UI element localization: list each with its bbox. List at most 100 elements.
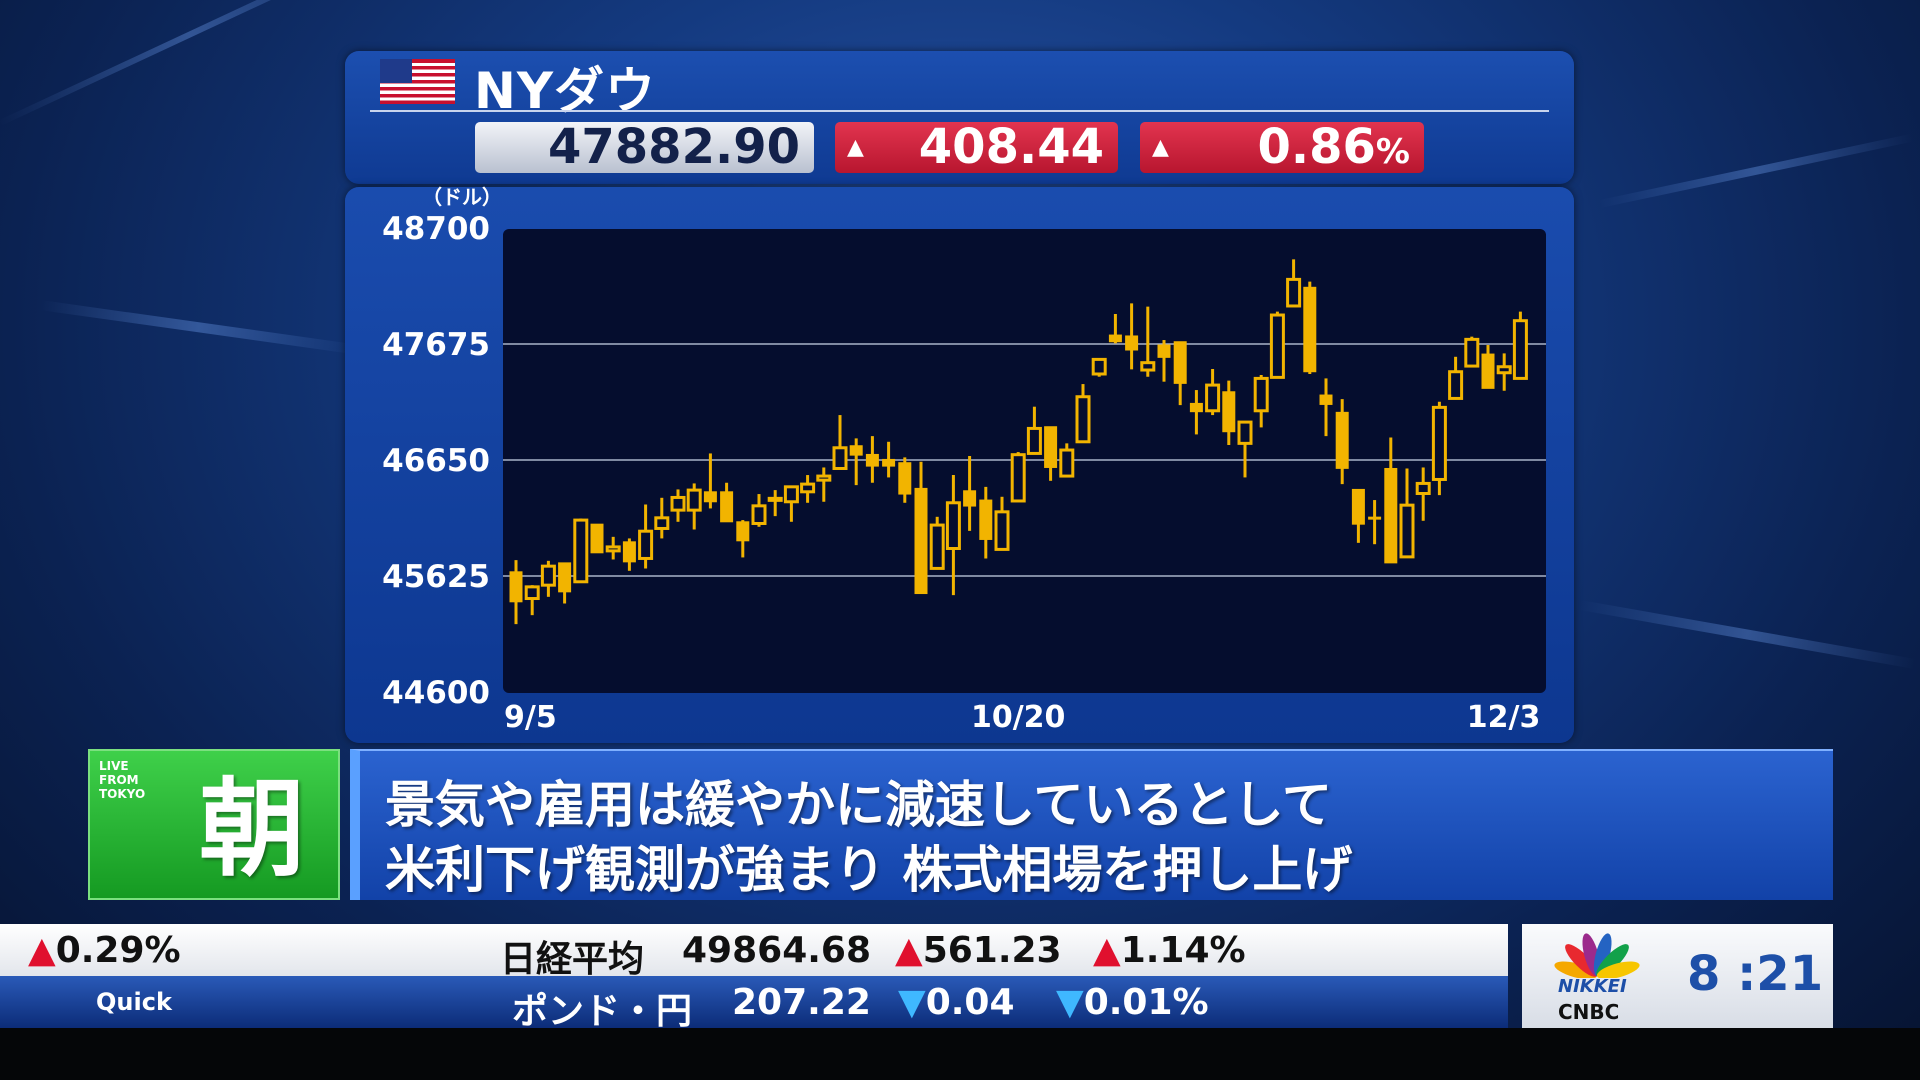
ticker-pct-value: 1.14% [1120, 930, 1246, 971]
candle-body-up [573, 518, 589, 584]
candle-body-up [994, 510, 1010, 551]
candle-body-up [929, 523, 945, 570]
change-pct: 0.86% [1257, 122, 1410, 178]
logo-nikkei: NIKKEI [1558, 976, 1627, 997]
ticker-value: 207.22 [732, 982, 871, 1023]
candle-body-up [1140, 361, 1156, 372]
candle-body-down [703, 491, 717, 503]
clock: 8 :21 [1687, 946, 1824, 1002]
candle-body-up [670, 495, 686, 512]
live-from-tokyo-label: LIVE FROM TOKYO [99, 759, 146, 801]
candle-body-up [1431, 405, 1447, 481]
candle-body-down [1319, 394, 1333, 405]
candle-body-down [865, 453, 879, 467]
candle-body-down [558, 562, 572, 593]
candle-body-up [1253, 376, 1269, 413]
candle-body-up [1010, 453, 1026, 503]
candle-body-up [540, 564, 556, 587]
channel-logo-box: NIKKEI CNBC 8 :21 [1522, 924, 1833, 1028]
ticker-name: ポンド・円 [512, 991, 693, 1032]
candle-body-up [605, 545, 621, 553]
change-pct-value: 0.86 [1257, 119, 1376, 175]
candle-body-down [720, 491, 734, 523]
candle-body-up [1075, 395, 1091, 444]
program-name: 朝 [199, 768, 305, 891]
candle-body-down [1222, 391, 1236, 433]
quick-source-logo: Quick [96, 988, 172, 1016]
y-tick-label: 48700 [382, 211, 490, 247]
candle-body-down [1125, 335, 1139, 351]
candle-body-up [1448, 370, 1464, 400]
candle-body-up [751, 504, 767, 525]
candle-body-down [509, 571, 523, 603]
background-streak [0, 0, 382, 126]
y-tick-label: 45625 [382, 559, 490, 595]
y-tick-label: 46650 [382, 443, 490, 479]
ticker-bottom-row: Quick ポンド・円 207.22 ▼0.04 ▼0.01% [0, 976, 1508, 1032]
candle-body-down [1303, 286, 1317, 373]
ticker-prev-item: ▲0.29% [28, 930, 181, 971]
candle-body-down [849, 445, 863, 456]
candle-body-down [622, 541, 636, 563]
down-arrow-icon: ▼ [1056, 982, 1084, 1023]
index-title: NYダウ [474, 62, 657, 120]
candle-body-up [1237, 420, 1253, 445]
candle-body-up [638, 529, 654, 560]
candle-body-up [945, 501, 961, 550]
up-arrow-icon: ▲ [1093, 930, 1121, 971]
candle-body-up [1286, 277, 1302, 308]
y-axis-unit: （ドル） [422, 185, 502, 209]
ticker-pct: ▲1.14% [1093, 930, 1246, 971]
candle-body-down [1368, 516, 1382, 520]
candle-body-up [524, 585, 540, 601]
candle-body-down [882, 458, 896, 467]
candle-body-up [832, 446, 848, 470]
ticker-prev-pct: 0.29% [55, 930, 181, 971]
candle-body-down [1044, 426, 1058, 468]
ticker-pct: ▼0.01% [1056, 982, 1209, 1023]
us-flag-icon [380, 59, 455, 104]
candle-body-down [1384, 467, 1398, 564]
candle-body-down [898, 462, 912, 495]
background-streak [39, 300, 358, 355]
candle-body-up [1512, 319, 1528, 380]
change-value: 408.44 [918, 119, 1104, 175]
candle-body-down [736, 521, 750, 542]
candle-body-down [1335, 411, 1349, 469]
candle-body-up [1464, 337, 1480, 368]
candle-body-down [1173, 341, 1187, 384]
divider [370, 110, 1549, 112]
candle-body-down [963, 490, 977, 507]
x-tick-label: 10/20 [971, 700, 1065, 735]
ticker-change-value: 561.23 [922, 930, 1062, 971]
candle-body-down [1108, 334, 1122, 343]
caption-line-2: 米利下げ観測が強まり 株式相場を押し上げ [385, 841, 1353, 899]
quote-header: NYダウ 47882.90 ▲ 408.44 ▲ 0.86% [345, 51, 1574, 184]
candle-body-up [1399, 503, 1415, 559]
ticker-value: 49864.68 [682, 930, 872, 971]
candle-body-up [1415, 481, 1431, 495]
up-arrow-icon: ▲ [28, 930, 56, 971]
candlestick-chart: 48700 47675 46650 45625 44600 9/5 10/20 12/3 [382, 211, 1546, 735]
candle-body-up [783, 485, 799, 504]
ticker-top-row: ▲0.29% 日経平均 49864.68 ▲561.23 ▲1.14% [0, 924, 1508, 980]
candle-body-up [767, 496, 783, 502]
candle-body-down [1481, 353, 1495, 389]
logo-cnbc: CNBC [1558, 1000, 1620, 1024]
candle-body-down [590, 523, 604, 554]
candle-body-up [686, 488, 702, 512]
ticker-change: ▼0.04 [898, 982, 1015, 1023]
x-tick-label: 9/5 [504, 700, 557, 735]
candle-body-down [914, 487, 928, 595]
candle-body-down [979, 499, 993, 540]
up-arrow-icon: ▲ [1152, 135, 1169, 160]
candle-body-up [1269, 313, 1285, 379]
price-value: 47882.90 [475, 122, 814, 173]
up-arrow-icon: ▲ [895, 930, 923, 971]
candle-body-up [1091, 357, 1107, 376]
candle-body-up [1496, 365, 1512, 375]
y-tick-label: 44600 [382, 675, 490, 711]
candle-body-up [1026, 426, 1042, 455]
up-arrow-icon: ▲ [847, 135, 864, 160]
bottom-bar [0, 1028, 1920, 1080]
